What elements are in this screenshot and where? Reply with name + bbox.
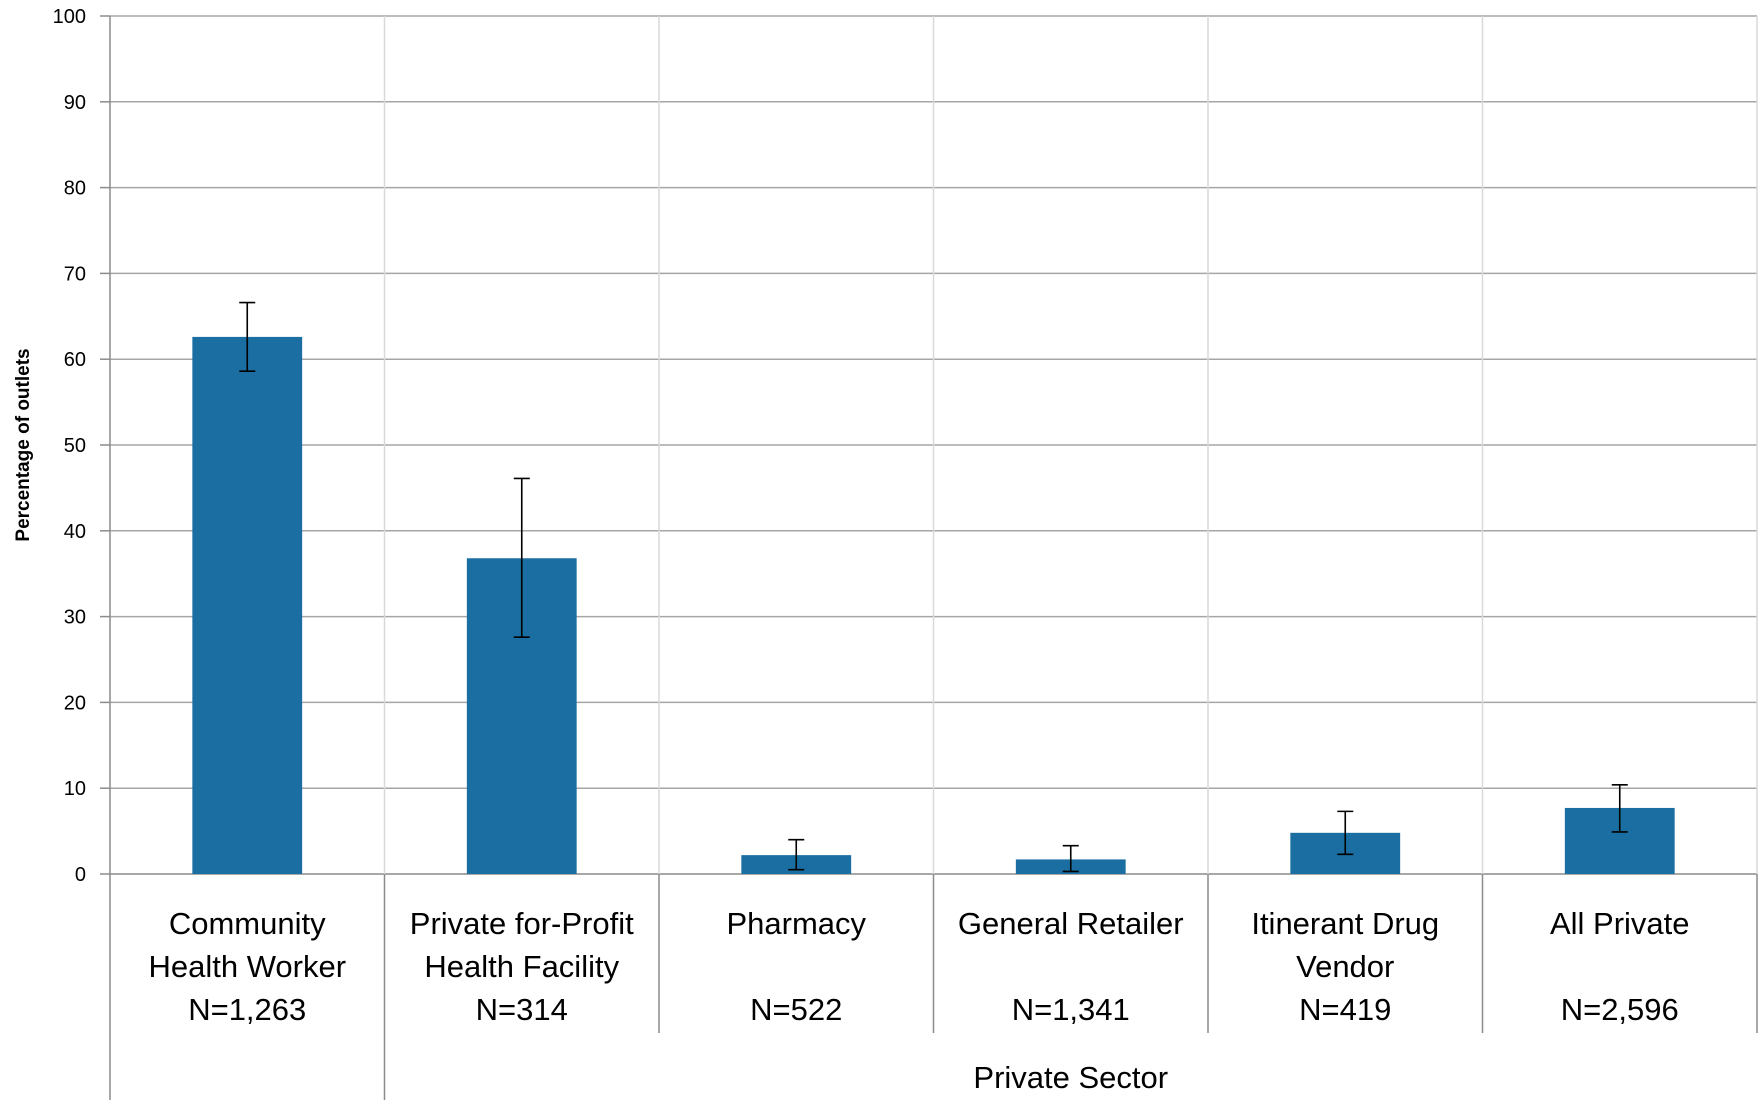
y-tick-label: 90 bbox=[64, 92, 86, 114]
category-n-label: N=522 bbox=[750, 992, 842, 1027]
category-label: Itinerant Drug bbox=[1251, 906, 1439, 941]
bar bbox=[192, 336, 303, 875]
x-category-labels: Private Sector Community Health Worker N=1,… bbox=[148, 906, 1689, 1095]
category-label: Vendor bbox=[1296, 949, 1394, 984]
y-tick-label: 80 bbox=[64, 178, 86, 200]
category-label: Health Facility bbox=[424, 949, 619, 984]
y-tick-labels: 0 10 20 30 40 50 60 70 80 90 100 bbox=[53, 6, 86, 886]
category-label: Community bbox=[169, 906, 326, 941]
y-tick-label: 60 bbox=[64, 349, 86, 371]
category-n-label: N=419 bbox=[1299, 992, 1391, 1027]
y-tick-label: 100 bbox=[53, 6, 86, 28]
group-label: Private Sector bbox=[973, 1060, 1168, 1095]
gridlines bbox=[110, 15, 1758, 875]
error-bars bbox=[239, 301, 1628, 873]
axes bbox=[100, 15, 1758, 1100]
y-tick-label: 10 bbox=[64, 778, 86, 800]
category-label: General Retailer bbox=[958, 906, 1184, 941]
y-tick-label: 20 bbox=[64, 692, 86, 714]
y-tick-label: 0 bbox=[75, 864, 86, 886]
y-tick-label: 70 bbox=[64, 263, 86, 285]
y-tick-label: 30 bbox=[64, 607, 86, 629]
category-n-label: N=1,263 bbox=[188, 992, 306, 1027]
y-tick-label: 40 bbox=[64, 521, 86, 543]
y-tick-label: 50 bbox=[64, 435, 86, 457]
category-label: All Private bbox=[1550, 906, 1690, 941]
category-n-label: N=314 bbox=[476, 992, 568, 1027]
category-label: Pharmacy bbox=[726, 906, 866, 941]
category-n-label: N=1,341 bbox=[1012, 992, 1130, 1027]
category-n-label: N=2,596 bbox=[1561, 992, 1679, 1027]
y-axis-label: Percentage of outlets bbox=[13, 348, 34, 541]
category-label: Private for-Profit bbox=[410, 906, 634, 941]
category-label: Health Worker bbox=[148, 949, 346, 984]
